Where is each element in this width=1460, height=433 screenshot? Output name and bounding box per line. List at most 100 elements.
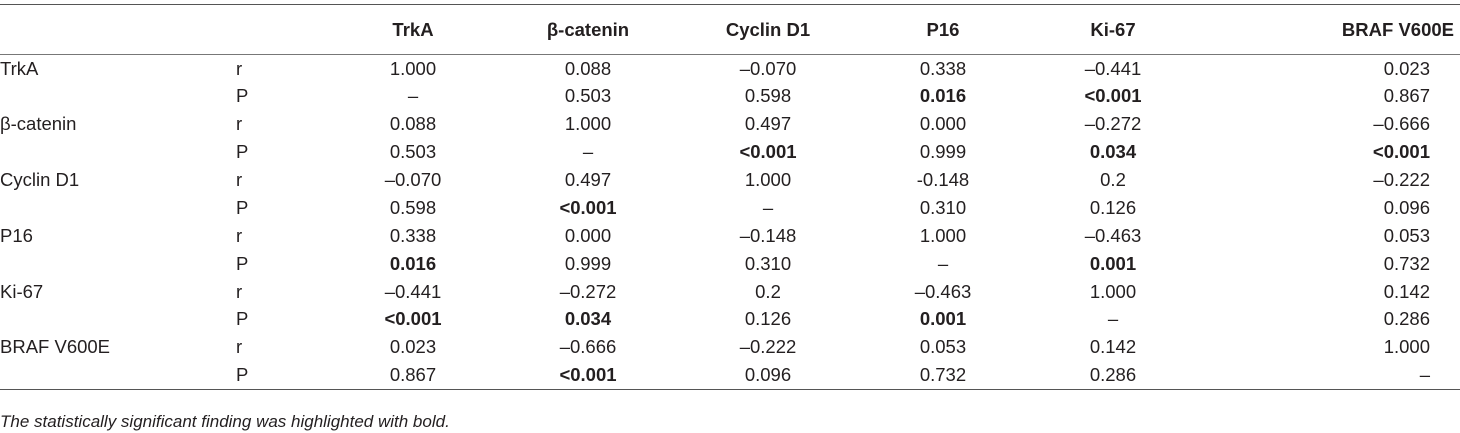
table-cell: 0.016 <box>919 85 967 107</box>
table-cell: 0.999 <box>919 141 967 163</box>
table-cell: 0.096 <box>678 361 858 390</box>
row-variable-label <box>0 250 228 278</box>
table-cell: 0.142 <box>1089 336 1137 358</box>
row-statistic-label: r <box>236 280 243 302</box>
table-cell: 0.310 <box>744 252 792 274</box>
table-body: TrkA r 1.000 0.088 –0.070 0.338 –0.441 0.023 P –0… <box>0 55 1460 390</box>
table-cell: 0.088 <box>564 57 612 79</box>
table-cell: –0.666 <box>1373 113 1430 135</box>
header-blank-stat <box>228 4 328 55</box>
table-cell: 1.000 <box>744 169 792 190</box>
row-statistic-label: r <box>236 336 243 358</box>
table-cell: 0.001 <box>1089 252 1137 274</box>
table-cell: –0.666 <box>559 336 617 358</box>
table-cell: – <box>407 85 419 107</box>
row-variable-label <box>0 361 228 390</box>
table-cell: – <box>582 141 594 163</box>
table-cell: 0.016 <box>389 252 437 274</box>
table-cell: -0.148 <box>916 169 970 190</box>
table-row: Ki-67 r –0.441 –0.272 0.2 –0.463 1.000 0.142 <box>0 278 1460 306</box>
table-cell: 0.096 <box>1383 196 1430 218</box>
row-variable-label: β-catenin <box>0 113 77 135</box>
table-cell: –0.272 <box>559 280 617 302</box>
table-row: P 0.503 – <0.001 0.999 0.034 <0.001 <box>0 138 1460 166</box>
row-variable-label: P16 <box>0 224 33 246</box>
table-cell: –0.070 <box>384 169 442 190</box>
row-statistic-label: P <box>228 361 328 390</box>
row-statistic-label: r <box>236 224 243 246</box>
table-cell: 0.000 <box>919 113 967 135</box>
table-cell: <0.001 <box>1084 85 1142 107</box>
table-cell: 0.001 <box>919 308 967 330</box>
row-variable-label: TrkA <box>0 57 39 79</box>
column-header: BRAF V600E <box>1198 4 1460 55</box>
row-statistic-label: P <box>236 141 249 163</box>
table-footnote: The statistically significant finding wa… <box>0 412 450 431</box>
table-row: β-catenin r 0.088 1.000 0.497 0.000 –0.272 –0.6… <box>0 110 1460 138</box>
table-cell: 1.000 <box>919 224 967 246</box>
table-cell: <0.001 <box>384 308 442 330</box>
header-row: TrkA β-catenin Cyclin D1 P16 Ki-67 BRAF … <box>0 4 1460 55</box>
table-row: P16 r 0.338 0.000 –0.148 1.000 –0.463 0.053 <box>0 222 1460 250</box>
table-cell: 0.598 <box>389 196 437 218</box>
row-statistic-label: P <box>236 252 249 274</box>
table-row: BRAF V600E r 0.023 –0.666 –0.222 0.053 0.142 1.… <box>0 333 1460 361</box>
table-cell: 0.867 <box>1383 85 1430 107</box>
row-statistic-label: P <box>236 85 249 107</box>
table-row: P 0.867 <0.001 0.096 0.732 0.286– <box>0 361 1460 390</box>
correlation-table: TrkA β-catenin Cyclin D1 P16 Ki-67 BRAF … <box>0 4 1460 390</box>
table-cell: 0.503 <box>389 141 437 163</box>
table-row: P <0.001 0.034 0.126 0.001 – 0.286 <box>0 306 1460 334</box>
row-variable-label <box>0 138 228 166</box>
table-cell: – <box>937 252 949 274</box>
row-variable-label: Ki-67 <box>0 280 44 302</box>
table-cell: 0.286 <box>1383 308 1430 330</box>
column-header: TrkA <box>328 4 498 55</box>
table-cell: – <box>1198 361 1460 390</box>
table-cell: 0.034 <box>564 308 612 330</box>
table-cell: –0.463 <box>1084 224 1142 246</box>
row-variable-label <box>0 306 228 334</box>
table-cell: –0.070 <box>739 57 797 79</box>
table-row: P – 0.503 0.598 0.016 <0.001 0.867 <box>0 82 1460 110</box>
table-cell: – <box>762 196 774 218</box>
table-cell: 0.142 <box>1383 280 1430 302</box>
table-cell: 0.034 <box>1089 141 1137 163</box>
row-statistic-label: r <box>236 57 243 79</box>
table-cell: 0.053 <box>1383 224 1430 246</box>
table-row: Cyclin D1 r –0.070 0.497 1.000 -0.148 0.2 –0.22… <box>0 166 1460 194</box>
row-variable-label: Cyclin D1 <box>0 169 80 190</box>
table-cell: 0.126 <box>744 308 792 330</box>
table-cell: <0.001 <box>1372 141 1430 163</box>
column-header: β-catenin <box>498 4 678 55</box>
table-cell: 0.2 <box>1100 169 1126 190</box>
column-header: Cyclin D1 <box>678 4 858 55</box>
table-cell: <0.001 <box>498 361 678 390</box>
table-cell: 1.000 <box>389 57 437 79</box>
table-cell: –0.463 <box>914 280 972 302</box>
table-cell: –0.222 <box>1373 169 1430 190</box>
table-cell: 0.000 <box>564 224 612 246</box>
table-cell: –0.441 <box>384 280 442 302</box>
table-header: TrkA β-catenin Cyclin D1 P16 Ki-67 BRAF … <box>0 4 1460 55</box>
column-header: P16 <box>858 4 1028 55</box>
table-cell: 0.732 <box>858 361 1028 390</box>
table-cell: 0.023 <box>389 336 437 358</box>
table-cell: – <box>1107 308 1119 330</box>
row-statistic-label: r <box>236 169 243 190</box>
row-variable-label: BRAF V600E <box>0 336 111 358</box>
table-row: P 0.016 0.999 0.310 – 0.001 0.732 <box>0 250 1460 278</box>
table-row: TrkA r 1.000 0.088 –0.070 0.338 –0.441 0.023 <box>0 55 1460 83</box>
row-statistic-label: r <box>236 113 243 135</box>
table-cell: 0.310 <box>919 196 967 218</box>
table-cell: 0.126 <box>1089 196 1137 218</box>
row-variable-label <box>0 194 228 222</box>
table-row: P 0.598 <0.001 – 0.310 0.126 0.096 <box>0 194 1460 222</box>
table-cell: 0.999 <box>564 252 612 274</box>
row-statistic-label: P <box>236 196 249 218</box>
table-cell: <0.001 <box>739 141 797 163</box>
table-cell: 0.023 <box>1383 57 1430 79</box>
row-statistic-label: P <box>236 308 249 330</box>
table-cell: 0.286 <box>1028 361 1198 390</box>
